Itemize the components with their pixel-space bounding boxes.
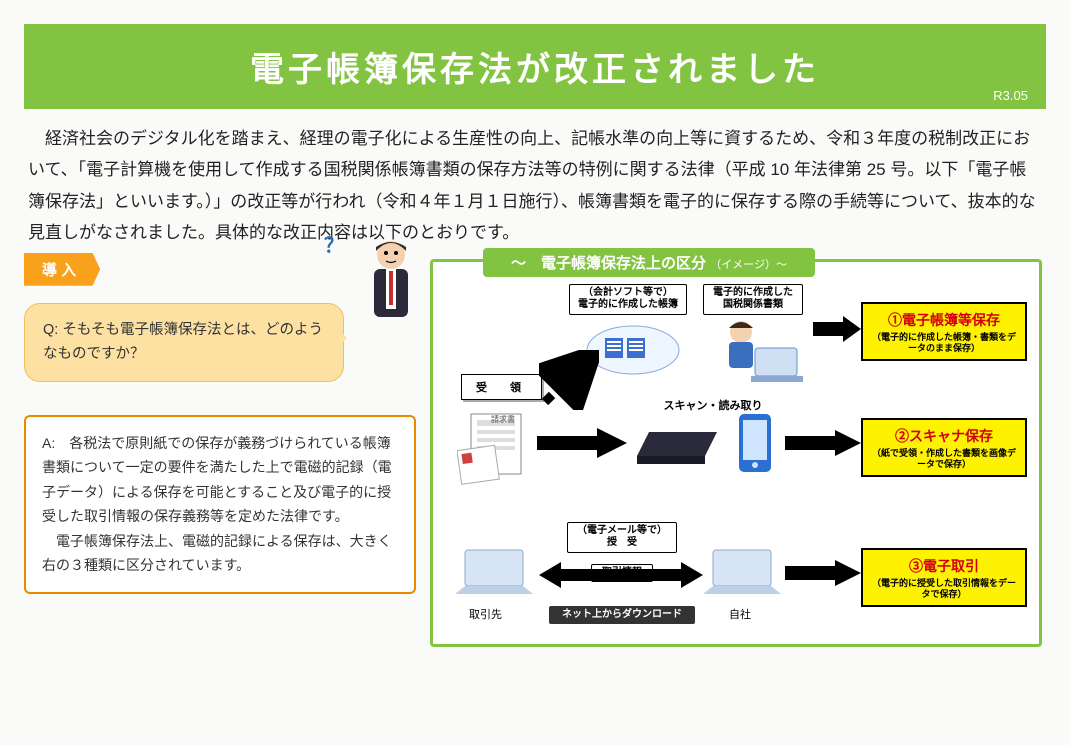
question-mark-icon: ？ — [324, 229, 344, 258]
diagram-title: ～ 電子帳簿保存法上の区分 （イメージ）～ — [483, 248, 815, 277]
question-bubble: Q: そもそも電子帳簿保存法とは、どのようなものですか？ — [24, 303, 344, 382]
double-arrow-icon — [539, 562, 703, 588]
label-download: ネット上からダウンロード — [549, 606, 695, 625]
yellow-box-1: ①電子帳簿等保存 （電子的に作成した帳簿・書類をデータのまま保存） — [861, 302, 1027, 362]
classification-diagram: ～ 電子帳簿保存法上の区分 （イメージ）～ （会計ソフト等で）電子的に作成した帳… — [430, 259, 1042, 647]
label-software: （会計ソフト等で）電子的に作成した帳簿 — [569, 284, 687, 315]
section-tag: 導 入 — [24, 253, 100, 286]
arrow-dashed-icon — [539, 350, 599, 410]
yb1-title: ①電子帳簿等保存 — [888, 312, 1000, 328]
paper-docs-icon: 請求書 — [457, 408, 535, 488]
yb1-sub: （電子的に作成した帳簿・書類をデータのまま保存） — [869, 332, 1019, 354]
laptop-left-icon — [451, 546, 537, 604]
arrow-right-icon — [537, 428, 627, 458]
yb3-sub: （電子的に授受した取引情報をデータで保存） — [869, 578, 1019, 600]
yellow-box-2: ②スキャナ保存 （紙で受領・作成した書類を画像データで保存） — [861, 418, 1027, 478]
label-right-pc: 自社 — [729, 606, 751, 622]
svg-text:請求書: 請求書 — [491, 414, 515, 424]
scanner-icon — [631, 420, 731, 472]
laptop-right-icon — [699, 546, 785, 604]
person-pc-icon — [701, 314, 807, 392]
yb3-title: ③電子取引 — [909, 558, 979, 574]
title-band: 電子帳簿保存法が改正されました R3.05 — [24, 24, 1046, 109]
revision-label: R3.05 — [993, 88, 1028, 103]
diagram-title-sub: （イメージ）～ — [710, 259, 787, 271]
arrow-yb3-icon — [785, 560, 861, 586]
answer-box: A: 各税法で原則紙での保存が義務づけられている帳簿書類について一定の要件を満た… — [24, 415, 416, 594]
receipt-label: 受 領 — [461, 374, 542, 400]
page-title: 電子帳簿保存法が改正されました — [44, 42, 1026, 91]
label-left-pc: 取引先 — [469, 606, 502, 622]
label-mail: （電子メール等で）授 受 — [567, 522, 677, 553]
arrow-yb1-icon — [813, 316, 861, 342]
arrow-yb2-icon — [785, 430, 861, 456]
businessman-icon — [356, 235, 426, 325]
yellow-box-3: ③電子取引 （電子的に授受した取引情報をデータで保存） — [861, 548, 1027, 608]
yb2-sub: （紙で受領・作成した書類を画像データで保存） — [869, 448, 1019, 470]
phone-icon — [737, 412, 773, 474]
label-kokuzei: 電子的に作成した国税関係書類 — [703, 284, 803, 315]
diagram-title-text: ～ 電子帳簿保存法上の区分 — [511, 255, 706, 272]
yb2-title: ②スキャナ保存 — [895, 428, 993, 444]
intro-paragraph: 経済社会のデジタル化を踏まえ、経理の電子化による生産性の向上、記帳水準の向上等に… — [28, 123, 1042, 249]
